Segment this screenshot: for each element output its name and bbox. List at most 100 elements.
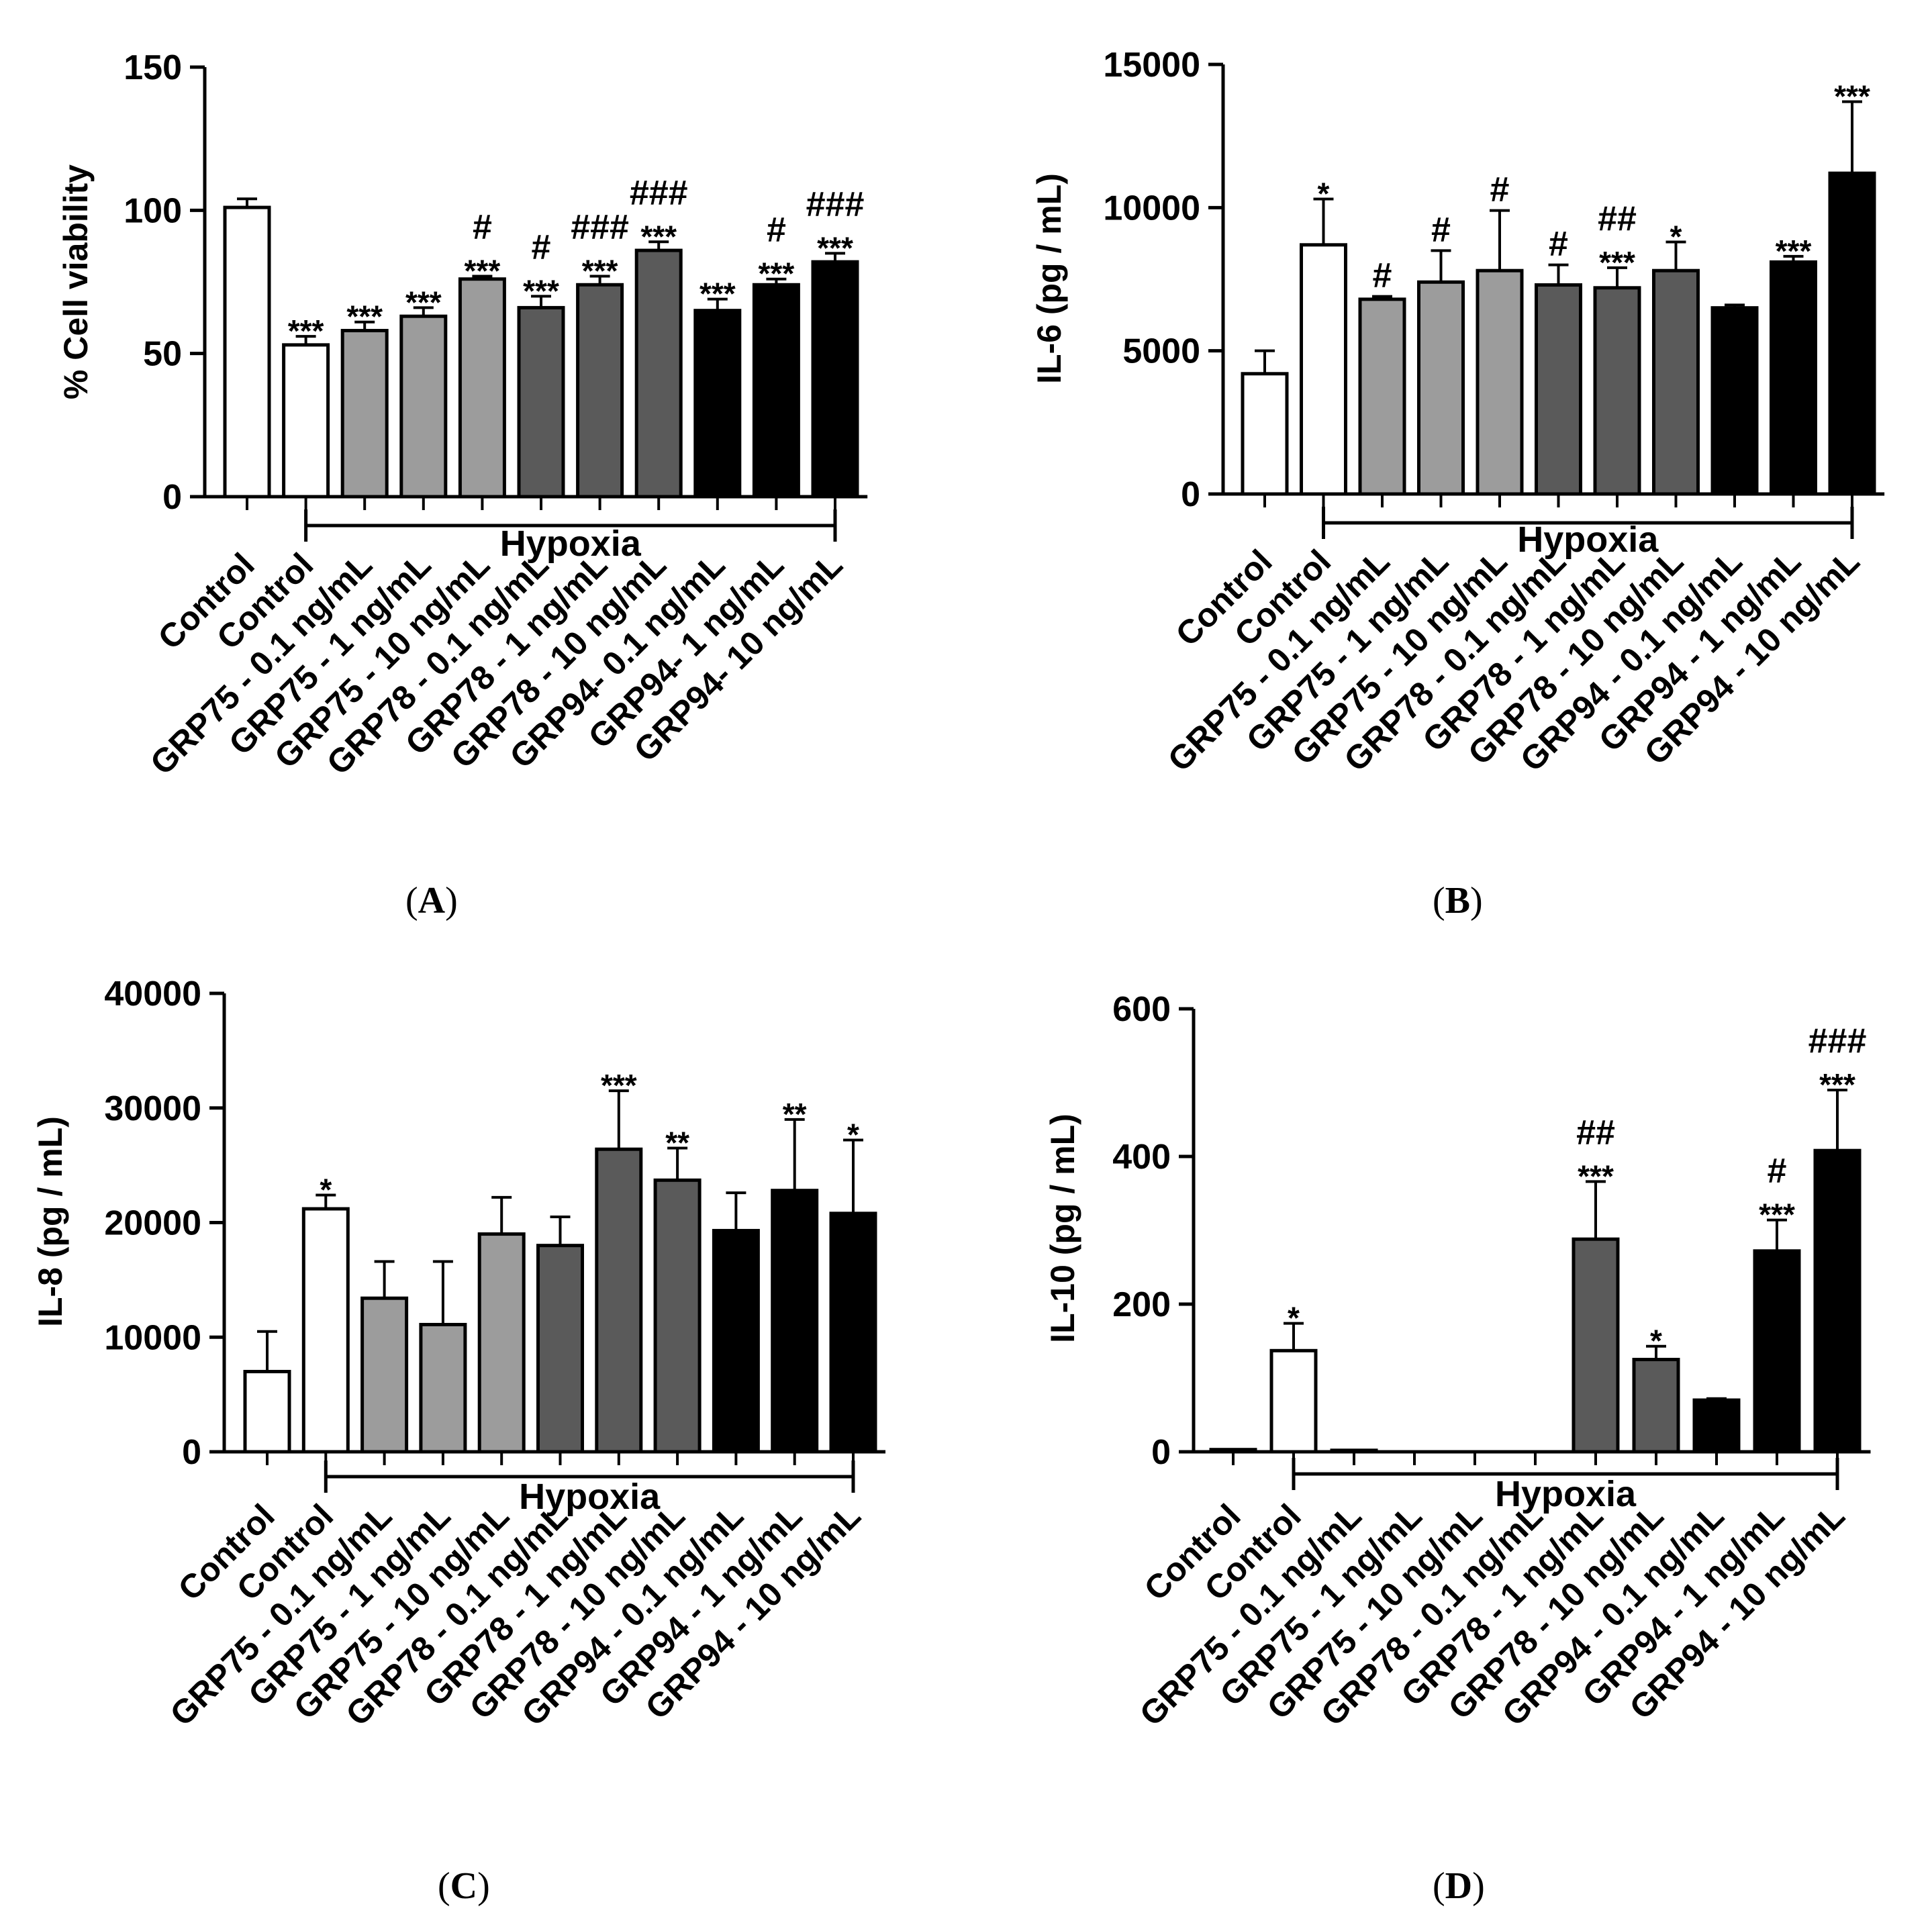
bar bbox=[1593, 286, 1641, 496]
caption-c: (C) bbox=[438, 1865, 490, 1907]
y-tick-label: 150 bbox=[124, 48, 182, 87]
y-axis-title: IL-8 (pg / mL) bbox=[32, 1116, 69, 1327]
significance-label: *** bbox=[523, 273, 559, 308]
y-tick-label: 10000 bbox=[104, 1318, 201, 1357]
bar bbox=[634, 248, 683, 499]
significance-label: *** bbox=[759, 256, 795, 291]
significance-label: *** bbox=[817, 230, 853, 265]
significance-label: *** bbox=[1834, 79, 1870, 113]
y-tick-label: 100 bbox=[124, 191, 182, 230]
y-axis-title: % Cell viability bbox=[57, 164, 95, 399]
significance-label: # bbox=[532, 228, 551, 266]
bar bbox=[1417, 280, 1465, 496]
bar bbox=[282, 343, 330, 499]
bar bbox=[1572, 1237, 1620, 1454]
y-tick-label: 30000 bbox=[104, 1089, 201, 1128]
y-tick-label: 5000 bbox=[1122, 332, 1200, 371]
bar bbox=[1241, 372, 1289, 496]
bar bbox=[1828, 171, 1876, 496]
y-axis-title: IL-10 (pg / mL) bbox=[1044, 1114, 1081, 1343]
bar bbox=[536, 1244, 584, 1454]
caption-d: (D) bbox=[1433, 1865, 1485, 1907]
bar bbox=[1710, 306, 1759, 496]
bar bbox=[1476, 268, 1524, 496]
significance-label: *** bbox=[1819, 1067, 1855, 1102]
significance-label: *** bbox=[1599, 245, 1635, 280]
significance-label: # bbox=[1373, 256, 1392, 295]
significance-label: ** bbox=[665, 1126, 689, 1160]
significance-label: *** bbox=[288, 313, 324, 348]
significance-label: # bbox=[1768, 1152, 1787, 1191]
y-tick-label: 0 bbox=[1151, 1433, 1171, 1472]
bar bbox=[360, 1296, 409, 1454]
significance-label: *** bbox=[405, 285, 442, 319]
significance-label: * bbox=[1650, 1324, 1662, 1358]
significance-label: # bbox=[767, 211, 786, 250]
bar bbox=[653, 1178, 702, 1454]
bar bbox=[1652, 268, 1700, 496]
significance-label: *** bbox=[1776, 234, 1812, 268]
significance-label: ** bbox=[783, 1097, 807, 1132]
significance-label: *** bbox=[1578, 1158, 1614, 1193]
significance-label: ## bbox=[1576, 1113, 1615, 1152]
significance-label: ### bbox=[806, 185, 865, 224]
bar bbox=[771, 1189, 819, 1454]
significance-label: * bbox=[847, 1118, 859, 1152]
significance-label: ## bbox=[1598, 199, 1637, 238]
bar bbox=[1632, 1358, 1680, 1454]
significance-label: * bbox=[1288, 1301, 1300, 1336]
bar bbox=[576, 283, 624, 499]
y-tick-label: 50 bbox=[143, 335, 182, 374]
significance-label: * bbox=[320, 1173, 332, 1207]
y-tick-label: 600 bbox=[1112, 990, 1171, 1029]
bar bbox=[1770, 260, 1817, 496]
bar bbox=[1813, 1148, 1862, 1454]
significance-label: *** bbox=[582, 253, 618, 288]
significance-label: *** bbox=[1759, 1197, 1795, 1232]
caption-b: (B) bbox=[1433, 880, 1483, 922]
caption-a: (A) bbox=[405, 880, 458, 922]
y-tick-label: 40000 bbox=[104, 975, 201, 1014]
y-tick-label: 15000 bbox=[1103, 46, 1200, 85]
significance-label: ### bbox=[571, 207, 629, 246]
bar bbox=[752, 283, 800, 499]
bar bbox=[419, 1322, 467, 1454]
bar bbox=[340, 329, 389, 499]
y-tick-label: 400 bbox=[1112, 1138, 1171, 1177]
hypoxia-label: Hypoxia bbox=[1517, 520, 1659, 560]
y-tick-label: 0 bbox=[182, 1433, 201, 1472]
significance-label: # bbox=[473, 207, 492, 246]
bar bbox=[1330, 1448, 1378, 1454]
bar bbox=[595, 1147, 643, 1454]
bar bbox=[458, 277, 506, 499]
significance-label: *** bbox=[699, 277, 736, 311]
bar bbox=[811, 260, 859, 499]
significance-label: *** bbox=[640, 219, 677, 254]
significance-label: # bbox=[1431, 210, 1451, 249]
significance-label: *** bbox=[465, 253, 501, 288]
bar bbox=[243, 1369, 291, 1454]
significance-label: # bbox=[1549, 225, 1568, 264]
y-axis-title: IL-6 (pg / mL) bbox=[1030, 173, 1068, 384]
significance-label: ### bbox=[630, 173, 688, 212]
bar bbox=[693, 309, 742, 499]
bar bbox=[1535, 283, 1582, 496]
hypoxia-label: Hypoxia bbox=[519, 1477, 661, 1517]
y-tick-label: 200 bbox=[1112, 1285, 1171, 1324]
y-tick-label: 20000 bbox=[104, 1204, 201, 1243]
bar bbox=[1300, 243, 1347, 496]
hypoxia-label: Hypoxia bbox=[500, 524, 642, 564]
y-tick-label: 10000 bbox=[1103, 189, 1200, 228]
bar bbox=[1358, 297, 1406, 496]
bar bbox=[1692, 1398, 1741, 1454]
bar bbox=[1269, 1348, 1318, 1454]
bar bbox=[477, 1232, 526, 1454]
significance-label: *** bbox=[601, 1068, 637, 1103]
significance-label: ### bbox=[1808, 1022, 1867, 1060]
bar bbox=[301, 1207, 350, 1454]
